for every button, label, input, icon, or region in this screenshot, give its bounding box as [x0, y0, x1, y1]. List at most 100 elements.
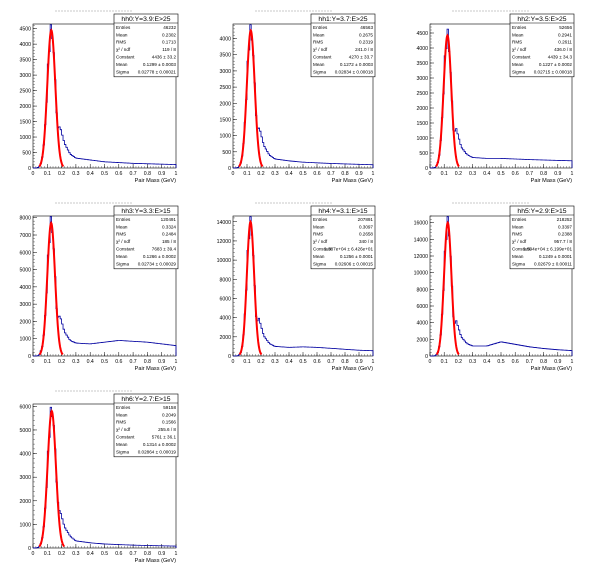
- x-tick-label: 0.5: [497, 359, 504, 365]
- x-tick-label: 0.4: [87, 171, 94, 177]
- stats-value: 0.3397: [558, 224, 572, 229]
- x-tick-label: 0.1: [44, 171, 51, 177]
- y-tick-label: 4000: [19, 42, 31, 48]
- x-tick-label: 0.4: [483, 171, 490, 177]
- stats-value: 0.1713: [162, 40, 176, 45]
- y-tick-label: 3000: [19, 73, 31, 79]
- x-tick-label: 0.2: [58, 171, 65, 177]
- stats-value: 119 / 8: [162, 47, 176, 52]
- x-tick-label: 1: [175, 359, 178, 365]
- x-tick-label: 0: [32, 171, 35, 177]
- y-tick-label: 1500: [416, 121, 428, 127]
- y-tick-label: 16000: [414, 221, 429, 227]
- x-tick-label: 1: [175, 171, 178, 177]
- stats-label: Constant: [512, 55, 531, 60]
- y-tick-label: 4500: [19, 27, 31, 33]
- stats-label: χ² / ndf: [116, 427, 131, 432]
- x-axis-title: Pair Mass (GeV): [531, 366, 572, 372]
- y-tick-label: 2000: [219, 335, 231, 341]
- y-tick-label: 1500: [19, 120, 31, 126]
- x-axis-title: Pair Mass (GeV): [332, 366, 373, 372]
- x-tick-label: 0.7: [327, 171, 334, 177]
- stats-value: 207891: [358, 217, 374, 222]
- stats-value: 4436 ± 33.2: [152, 55, 177, 60]
- stats-label: χ² / ndf: [313, 239, 328, 244]
- stats-box: [509, 13, 575, 78]
- gaussian-fit-curve: [38, 409, 65, 548]
- stats-value: 0.2484: [162, 232, 176, 237]
- stats-value: 0.3324: [162, 224, 176, 229]
- stats-label: Constant: [116, 435, 135, 440]
- y-tick-label: 0: [28, 546, 31, 552]
- stats-label: χ² / ndf: [116, 239, 131, 244]
- y-tick-label: 500: [222, 150, 231, 156]
- stats-value: 0.3097: [359, 224, 373, 229]
- y-tick-label: 3000: [19, 475, 31, 481]
- y-tick-label: 1000: [19, 337, 31, 343]
- stats-value: 0.02864 ± 0.00019: [138, 449, 177, 454]
- x-axis-title: Pair Mass (GeV): [135, 178, 176, 184]
- y-tick-label: 7000: [19, 233, 31, 239]
- x-tick-label: 0.3: [72, 359, 79, 365]
- stats-label: Entries: [116, 217, 131, 222]
- y-tick-label: 1500: [219, 117, 231, 123]
- stats-box-title: hh0:Y=3.9:E>25: [121, 16, 170, 23]
- x-tick-label: 0.6: [313, 171, 320, 177]
- y-tick-label: 0: [228, 166, 231, 172]
- chart-panel-6: 0 0.1 0.2 0.3 0.4 0.5 0.6 0.7 0.8 0.9 1 0 1000 2000 30…: [19, 390, 179, 564]
- x-tick-label: 0.8: [144, 359, 151, 365]
- x-tick-label: 1: [571, 171, 574, 177]
- y-tick-label: 1000: [19, 522, 31, 528]
- x-tick-label: 0.7: [129, 171, 136, 177]
- stats-value: 0.02834 ± 0.00018: [335, 69, 374, 74]
- y-tick-label: 8000: [416, 287, 428, 293]
- stats-label: χ² / ndf: [313, 47, 328, 52]
- y-tick-label: 4000: [219, 37, 231, 43]
- stats-value: 0.02606 ± 0.00015: [335, 261, 374, 266]
- y-tick-label: 3000: [219, 69, 231, 75]
- x-tick-label: 0.4: [87, 551, 94, 557]
- y-tick-label: 6000: [219, 296, 231, 302]
- x-tick-label: 0.9: [554, 359, 561, 365]
- x-tick-label: 0.1: [243, 359, 250, 365]
- stats-label: Mean: [313, 62, 325, 67]
- x-tick-label: 0.6: [115, 551, 122, 557]
- stats-label: RMS: [116, 420, 126, 425]
- stats-label: RMS: [116, 232, 126, 237]
- stats-value: 436.0 / 8: [554, 47, 572, 52]
- y-tick-label: 3500: [416, 61, 428, 67]
- x-tick-label: 0.5: [299, 171, 306, 177]
- x-tick-label: 0.8: [540, 171, 547, 177]
- y-tick-label: 10000: [414, 271, 429, 277]
- stats-value: 0.1256 ± 0.0001: [340, 254, 374, 259]
- x-tick-label: 0.1: [44, 551, 51, 557]
- stats-value: 241.0 / 8: [355, 47, 373, 52]
- stats-value: 0.1272 ± 0.0003: [340, 62, 374, 67]
- y-tick-label: 4000: [416, 321, 428, 327]
- stats-box: [509, 205, 575, 270]
- y-tick-label: 500: [419, 151, 428, 157]
- y-tick-label: 3000: [19, 302, 31, 308]
- x-tick-label: 0.5: [497, 171, 504, 177]
- x-tick-label: 0.6: [512, 171, 519, 177]
- y-tick-label: 5000: [19, 268, 31, 274]
- stats-value: 120491: [161, 217, 177, 222]
- x-tick-label: 0.8: [144, 171, 151, 177]
- stats-label: Constant: [512, 247, 531, 252]
- y-tick-label: 2000: [416, 337, 428, 343]
- y-tick-label: 2000: [19, 319, 31, 325]
- stats-box-title: hh6:Y=2.7:E>15: [121, 396, 170, 403]
- y-tick-label: 3500: [219, 53, 231, 59]
- stats-label: Entries: [313, 217, 328, 222]
- y-tick-label: 14000: [414, 237, 429, 243]
- y-tick-label: 0: [425, 354, 428, 360]
- gaussian-fit-curve: [38, 28, 65, 168]
- stats-label: Sigma: [313, 69, 326, 74]
- stats-value: 0.2658: [359, 232, 373, 237]
- stats-label: Mean: [512, 62, 524, 67]
- y-tick-label: 8000: [19, 216, 31, 222]
- y-tick-label: 6000: [19, 250, 31, 256]
- stats-value: 52656: [559, 25, 572, 30]
- y-tick-label: 0: [28, 166, 31, 172]
